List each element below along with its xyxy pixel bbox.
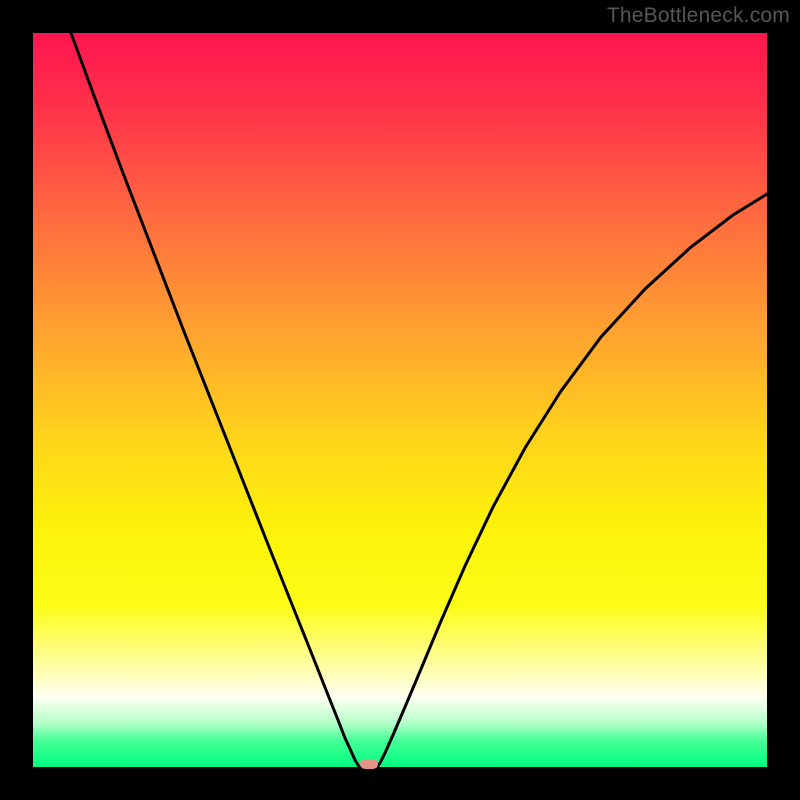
valley-marker: [360, 759, 378, 769]
watermark-text: TheBottleneck.com: [607, 4, 790, 28]
chart-frame: TheBottleneck.com: [0, 0, 800, 800]
plot-area: [33, 33, 767, 767]
plot-svg: [33, 33, 767, 767]
plot-background: [33, 33, 767, 767]
